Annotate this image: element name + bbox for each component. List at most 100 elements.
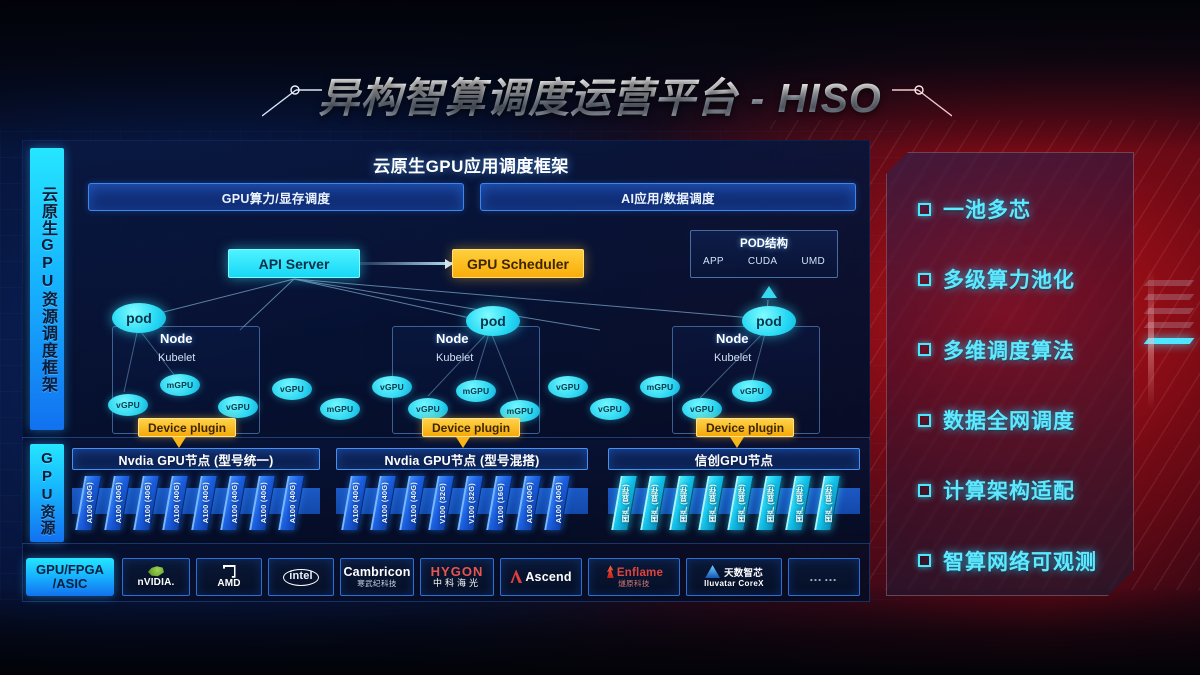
gpu-instance-mgpu[interactable]: mGPU <box>320 398 360 420</box>
vendor-amd[interactable]: AMD <box>196 558 262 596</box>
gpu-node-header-3[interactable]: 信创GPU节点 <box>608 448 860 470</box>
pod-layer-cuda: CUDA <box>747 256 778 267</box>
vendor-hygon-sublabel: 中科海光 <box>432 578 481 589</box>
ascend-logo-icon <box>510 569 523 584</box>
checkbox-square-icon[interactable] <box>918 272 931 286</box>
checkbox-square-icon[interactable] <box>918 554 931 568</box>
vendor-nvidia-label: nVIDIA. <box>137 577 175 589</box>
gpu-instance-mgpu[interactable]: mGPU <box>500 400 540 422</box>
vendor-hygon[interactable]: HYGON 中科海光 <box>420 558 494 596</box>
vendor-cambricon-sublabel: 寒武纪科技 <box>357 578 397 588</box>
vendor-cambricon[interactable]: Cambricon 寒武纪科技 <box>340 558 414 596</box>
pod-node-1[interactable]: pod <box>112 303 166 333</box>
pod-node-2[interactable]: pod <box>466 306 520 336</box>
gpu-card-label: A100 (40G) <box>553 482 563 524</box>
gpu-card-label: A100 (40G) <box>287 482 297 524</box>
feature-data-network-scheduling[interactable]: 数据全网调度 <box>886 394 1134 446</box>
amd-logo-icon <box>222 564 236 578</box>
sidebar-item-label: 云原生GPU资源调度框架 <box>39 185 56 393</box>
vendor-enflame[interactable]: Enflame 燧原科技 <box>588 558 680 596</box>
gpu-card-label: V100 (16G) <box>495 482 505 524</box>
gpu-card-label: A100 (40G) <box>524 482 534 524</box>
kubelet-label-3: Kubelet <box>714 352 752 364</box>
node-label-1: Node <box>160 331 193 346</box>
pod-layer-app: APP <box>702 256 724 267</box>
node-label-3: Node <box>716 331 749 346</box>
background-top-vignette <box>0 0 1200 150</box>
vendor-iluvatar[interactable]: 天数智芯 Iluvatar CoreX <box>686 558 782 596</box>
pod-node-3[interactable]: pod <box>742 306 796 336</box>
framework-title: 云原生GPU应用调度框架 <box>373 157 569 176</box>
checkbox-square-icon[interactable] <box>918 413 931 427</box>
gpu-card-label: A100 (40G) <box>171 482 181 524</box>
gpu-card-label: V100 (32G) <box>437 482 447 524</box>
page-title: 异构智算调度运营平台 - HISO <box>318 64 882 124</box>
gpu-instance-vgpu[interactable]: vGPU <box>218 396 258 418</box>
vendor-amd-label: AMD <box>217 577 241 589</box>
gpu-card-label: 国产 (显存) <box>620 483 630 523</box>
checkbox-square-icon[interactable] <box>918 483 931 497</box>
sidebar-item-gpu-fpga-asic[interactable]: GPU/FPGA /ASIC <box>26 558 114 596</box>
feature-compute-arch-adaptation[interactable]: 计算架构适配 <box>886 464 1134 516</box>
vendor-ascend[interactable]: Ascend <box>500 558 582 596</box>
pod-structure-title: POD结构 <box>740 238 788 250</box>
api-to-scheduler-connector <box>360 258 453 269</box>
feature-one-pool-multi-chip-label: 一池多芯 <box>943 199 1031 223</box>
feature-multi-level-pooling[interactable]: 多级算力池化 <box>886 253 1134 305</box>
feature-network-observability[interactable]: 智算网络可观测 <box>886 535 1134 587</box>
gpu-card-label: A100 (40G) <box>258 482 268 524</box>
gpu-instance-vgpu[interactable]: vGPU <box>682 398 722 420</box>
gpu-instance-vgpu[interactable]: vGPU <box>732 380 772 402</box>
gpu-card-label: A100 (40G) <box>408 482 418 524</box>
device-plugin-1[interactable]: Device plugin <box>138 418 237 437</box>
gpu-instance-vgpu[interactable]: vGPU <box>108 394 148 416</box>
gpu-card-label: 国产 (显存) <box>736 483 746 523</box>
vendor-iluvatar-sublabel: Iluvatar CoreX <box>704 579 764 589</box>
feature-panel <box>886 152 1134 596</box>
vendor-enflame-sublabel: 燧原科技 <box>618 579 650 589</box>
gpu-instance-vgpu[interactable]: vGPU <box>372 376 412 398</box>
gpu-instance-mgpu[interactable]: mGPU <box>640 376 680 398</box>
gpu-instance-vgpu[interactable]: vGPU <box>408 398 448 420</box>
gpu-instance-mgpu[interactable]: mGPU <box>456 380 496 402</box>
pod-layer-umd: UMD <box>801 256 825 267</box>
checkbox-square-icon[interactable] <box>918 202 931 216</box>
gpu-instance-vgpu[interactable]: vGPU <box>548 376 588 398</box>
gpu-card-label: V100 (32G) <box>466 482 476 524</box>
vendor-intel[interactable]: intel <box>268 558 334 596</box>
chip-gpu-compute-memory-scheduling[interactable]: GPU算力/显存调度 <box>88 183 464 211</box>
gpu-scheduler-node[interactable]: GPU Scheduler <box>452 249 584 278</box>
vendor-intel-label: intel <box>289 570 313 583</box>
vendor-nvidia[interactable]: nVIDIA. <box>122 558 190 596</box>
feature-one-pool-multi-chip[interactable]: 一池多芯 <box>886 183 1134 235</box>
feature-list: 一池多芯多级算力池化多维调度算法 数据全网调度计算架构适配智算网络可观测 <box>886 152 1134 596</box>
sidebar-item-gpu-resources[interactable]: GPU资源 <box>30 444 64 542</box>
gpu-instance-mgpu[interactable]: mGPU <box>160 374 200 396</box>
feature-multi-level-pooling-label: 多级算力池化 <box>943 269 1075 293</box>
device-plugin-3[interactable]: Device plugin <box>696 418 795 437</box>
gpu-card-label: A100 (40G) <box>379 482 389 524</box>
pod-structure-box: POD结构 APP CUDA UMD <box>690 230 838 278</box>
feature-compute-arch-adaptation-label: 计算架构适配 <box>943 480 1075 504</box>
sidebar-item-label: GPU资源 <box>38 450 56 536</box>
iluvatar-logo-icon <box>705 565 721 579</box>
gpu-instance-vgpu[interactable]: vGPU <box>590 398 630 420</box>
gpu-card-label: A100 (40G) <box>84 482 94 524</box>
vendor-more[interactable]: …… <box>788 558 860 596</box>
chip-ai-app-data-scheduling[interactable]: AI应用/数据调度 <box>480 183 856 211</box>
intel-logo-icon: intel <box>283 568 319 586</box>
kubelet-label-1: Kubelet <box>158 352 196 364</box>
gpu-card-label: A100 (40G) <box>229 482 239 524</box>
sidebar-item-cloud-native-gpu-framework[interactable]: 云原生GPU资源调度框架 <box>30 148 64 430</box>
checkbox-square-icon[interactable] <box>918 343 931 357</box>
vendor-cambricon-label: Cambricon <box>343 564 411 579</box>
device-plugin-2[interactable]: Device plugin <box>422 418 521 437</box>
feature-multi-dim-scheduling[interactable]: 多维调度算法 <box>886 324 1134 376</box>
framework-chip-row: GPU算力/显存调度 AI应用/数据调度 <box>88 183 856 211</box>
device-plugin-arrow-3-icon <box>730 437 744 448</box>
gpu-instance-vgpu[interactable]: vGPU <box>272 378 312 400</box>
gpu-node-header-1[interactable]: Nvdia GPU节点 (型号统一) <box>72 448 320 470</box>
gpu-card-label: 国产 (显存) <box>678 483 688 523</box>
api-server-node[interactable]: API Server <box>228 249 360 278</box>
gpu-node-header-2[interactable]: Nvdia GPU节点 (型号混搭) <box>336 448 588 470</box>
